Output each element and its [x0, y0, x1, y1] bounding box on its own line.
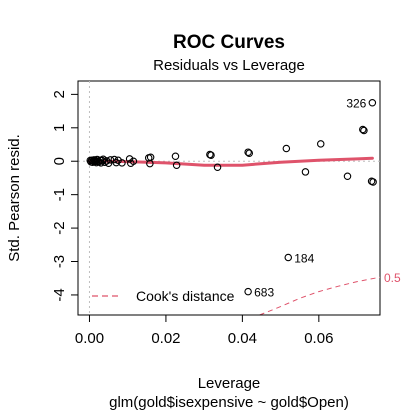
y-tick-label: -3	[51, 255, 68, 268]
y-tick-label: -4	[51, 288, 68, 301]
legend: Cook's distance	[92, 288, 235, 304]
y-tick-label: -2	[51, 221, 68, 234]
data-point	[125, 155, 134, 163]
data-point	[112, 158, 120, 167]
data-point	[213, 163, 222, 171]
y-tick-label: 0	[51, 157, 68, 165]
data-point	[282, 144, 291, 153]
data-point	[360, 126, 368, 135]
data-point	[244, 148, 252, 156]
data-point	[244, 287, 252, 296]
data-point	[207, 151, 215, 159]
smoother-line	[88, 156, 374, 167]
x-axis-title: Leverage	[198, 375, 261, 392]
y-tick-label: 2	[51, 90, 68, 98]
x-tick-label: 0.06	[304, 330, 333, 347]
data-point	[343, 172, 352, 181]
data-point	[146, 153, 155, 161]
legend-label: Cook's distance	[136, 288, 235, 304]
y-axis-title: Std. Pearson resid.	[6, 134, 23, 262]
chart-subtitle: Residuals vs Leverage	[153, 57, 305, 74]
data-point	[129, 157, 138, 165]
plot-frame	[77, 80, 381, 316]
cooks-contour-label: 0.5	[384, 271, 401, 285]
data-point	[359, 125, 367, 134]
point-label: 184	[294, 252, 314, 266]
reference-lines	[78, 81, 380, 315]
point-labels: 326 184 683	[254, 97, 367, 300]
data-point	[171, 152, 180, 160]
data-point	[301, 168, 310, 176]
data-point	[368, 98, 377, 107]
x-axis-subtitle: glm(gold$isexpensive ~ gold$Open)	[109, 394, 349, 411]
data-point	[245, 149, 254, 157]
point-label: 683	[254, 286, 274, 300]
x-tick-label: 0.04	[228, 330, 257, 347]
chart-title: ROC Curves	[173, 32, 285, 53]
cooks-contour-line	[259, 276, 381, 316]
point-label: 326	[346, 97, 366, 111]
y-axis: -4 -3 -2 -1 0 1 2	[51, 90, 79, 302]
smooth-line	[88, 156, 374, 167]
data-point	[172, 161, 181, 169]
data-point	[284, 253, 293, 262]
data-point	[316, 140, 325, 148]
x-tick-label: 0.00	[75, 330, 104, 347]
y-tick-label: 1	[51, 124, 68, 132]
data-point	[102, 157, 111, 165]
x-axis: 0.00 0.02 0.04 0.06	[75, 314, 333, 347]
cooks-distance-contour	[259, 276, 381, 316]
y-tick-label: -1	[51, 188, 68, 201]
data-point	[369, 178, 377, 186]
data-points	[86, 98, 377, 296]
data-point	[118, 159, 126, 167]
x-tick-label: 0.02	[151, 330, 180, 347]
